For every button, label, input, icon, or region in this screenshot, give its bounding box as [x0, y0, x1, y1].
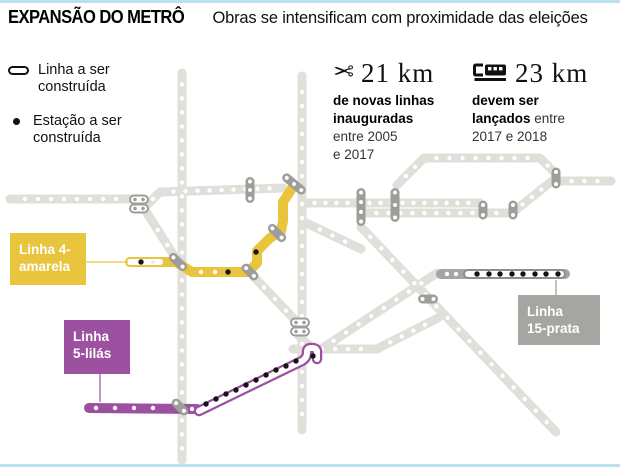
stat-line: inauguradas — [333, 111, 414, 126]
line-label-text: 15-prata — [527, 321, 580, 336]
legend-item-station: Estação a ser construída — [8, 113, 133, 147]
header: EXPANSÃO DO METRÔ Obras se intensificam … — [8, 7, 588, 28]
stat-line: 2017 e 2018 — [472, 129, 548, 144]
line-label-text: Linha — [527, 304, 563, 319]
stat-line: de novas linhas — [333, 93, 435, 108]
stat-new-lines: ✂ 21 km de novas linhas inauguradas entre … — [333, 58, 451, 164]
page-title: EXPANSÃO DO METRÔ — [8, 7, 185, 27]
stat-line: entre 2005 — [333, 129, 398, 144]
stat-line: lançados entre — [472, 111, 566, 126]
stat-line: e 2017 — [333, 147, 375, 162]
line-label-linha-15-prata: Linha 15-prata — [518, 295, 600, 345]
stat-launched: 23 km devem ser lançados entre 2017 e 2018 — [472, 60, 600, 146]
legend-item-line: Linha a ser construída — [8, 62, 133, 96]
stat-line: devem ser — [472, 93, 539, 108]
line-label-text: Linha — [73, 329, 109, 344]
line-label-text: 5-lilás — [73, 346, 112, 361]
scissors-icon: ✂ — [333, 58, 354, 86]
legend-line-label: Linha a ser construída — [38, 62, 110, 95]
legend: Linha a ser construída Estação a ser con… — [8, 62, 133, 164]
stat-value: 23 km — [515, 58, 589, 88]
line-to-build-icon — [8, 66, 29, 75]
line-label-text: amarela — [19, 259, 71, 274]
line-label-text: Linha 4- — [19, 242, 71, 257]
page-subtitle: Obras se intensificam com proximidade da… — [212, 9, 588, 27]
bottom-rule — [0, 464, 620, 467]
stat-lines-1: devem ser lançados entre 2017 e 2018 — [472, 92, 600, 146]
station-to-build-icon — [13, 118, 20, 125]
top-rule — [0, 0, 620, 3]
legend-station-label: Estação a ser construída — [33, 113, 122, 146]
train-icon — [473, 63, 506, 81]
line-label-linha-4-amarela: Linha 4- amarela — [10, 233, 86, 285]
stat-head: ✂ 21 km — [333, 58, 451, 88]
stat-lines-0: de novas linhas inauguradas entre 2005 e 20… — [333, 92, 451, 164]
stat-value: 21 km — [360, 58, 435, 88]
line-label-linha-5-lilas: Linha 5-lilás — [64, 320, 130, 374]
stat-head: 23 km — [472, 58, 600, 88]
